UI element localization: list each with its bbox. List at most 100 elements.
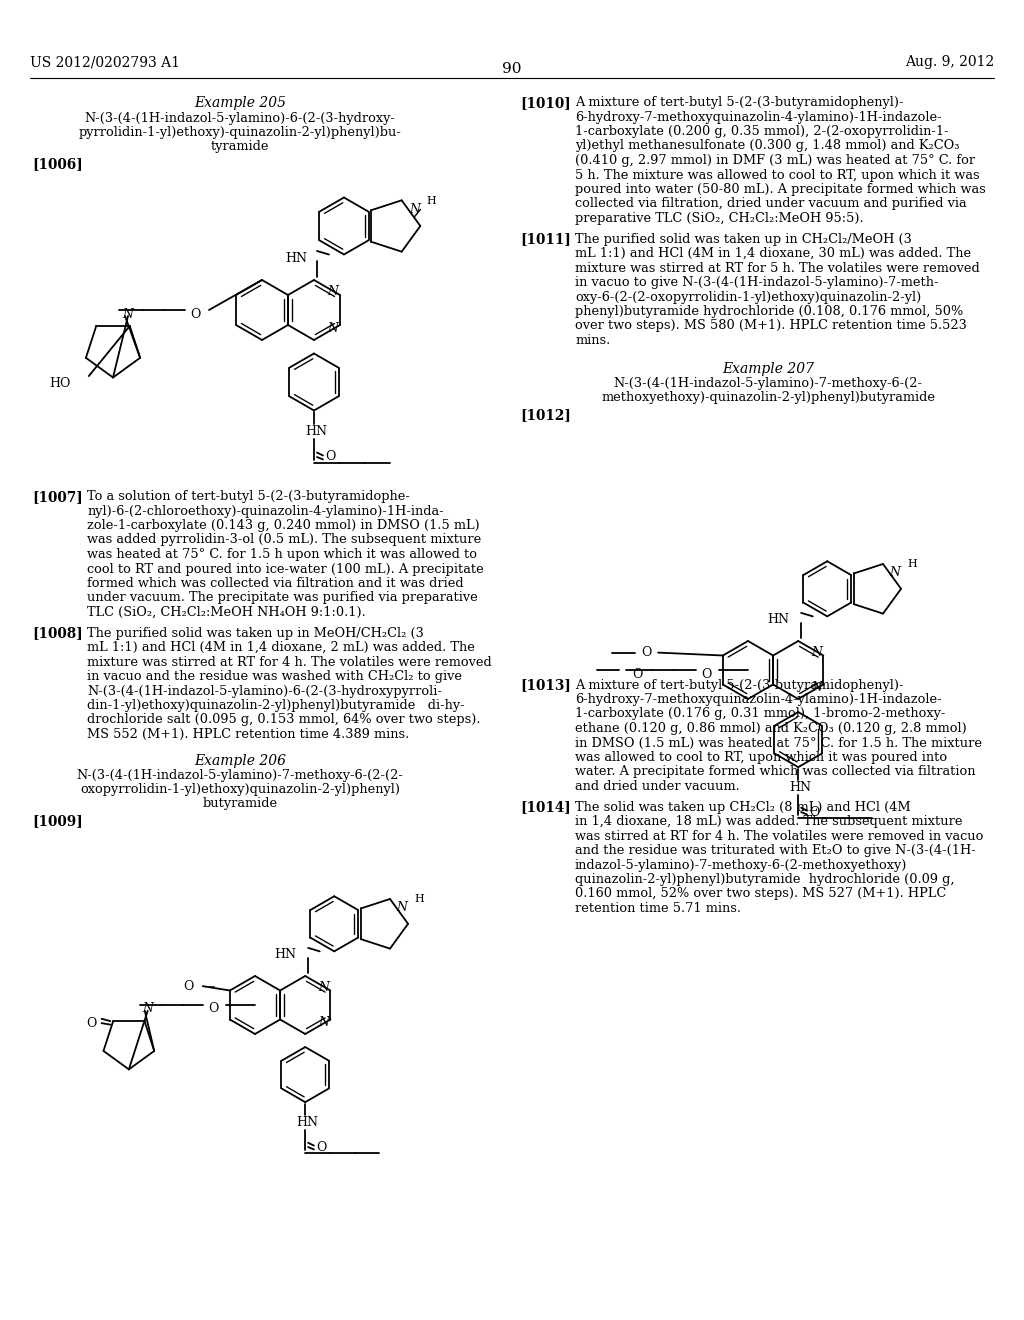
Text: O: O xyxy=(326,450,336,463)
Text: oxy-6-(2-(2-oxopyrrolidin-1-yl)ethoxy)quinazolin-2-yl): oxy-6-(2-(2-oxopyrrolidin-1-yl)ethoxy)qu… xyxy=(575,290,922,304)
Text: HN: HN xyxy=(285,252,307,265)
Text: pyrrolidin-1-yl)ethoxy)-quinazolin-2-yl)phenyl)bu-: pyrrolidin-1-yl)ethoxy)-quinazolin-2-yl)… xyxy=(79,125,401,139)
Text: Aug. 9, 2012: Aug. 9, 2012 xyxy=(905,55,994,69)
Text: TLC (SiO₂, CH₂Cl₂:MeOH NH₄OH 9:1:0.1).: TLC (SiO₂, CH₂Cl₂:MeOH NH₄OH 9:1:0.1). xyxy=(87,606,366,619)
Text: nyl)-6-(2-chloroethoxy)-quinazolin-4-ylamino)-1H-inda-: nyl)-6-(2-chloroethoxy)-quinazolin-4-yla… xyxy=(87,504,443,517)
Text: N: N xyxy=(890,566,901,579)
Text: HN: HN xyxy=(274,948,296,961)
Text: The purified solid was taken up in CH₂Cl₂/MeOH (3: The purified solid was taken up in CH₂Cl… xyxy=(575,232,912,246)
Text: N: N xyxy=(396,902,408,915)
Text: indazol-5-ylamino)-7-methoxy-6-(2-methoxyethoxy): indazol-5-ylamino)-7-methoxy-6-(2-methox… xyxy=(575,858,907,871)
Text: cool to RT and poured into ice-water (100 mL). A precipitate: cool to RT and poured into ice-water (10… xyxy=(87,562,483,576)
Text: N-(3-(4-(1H-indazol-5-ylamino)-6-(2-(3-hydroxy-: N-(3-(4-(1H-indazol-5-ylamino)-6-(2-(3-h… xyxy=(85,112,395,125)
Text: Example 207: Example 207 xyxy=(722,363,814,376)
Text: N: N xyxy=(318,981,330,994)
Text: O: O xyxy=(809,805,819,818)
Text: The solid was taken up CH₂Cl₂ (8 mL) and HCl (4M: The solid was taken up CH₂Cl₂ (8 mL) and… xyxy=(575,800,910,813)
Text: mL 1:1) and HCl (4M in 1,4 dioxane, 2 mL) was added. The: mL 1:1) and HCl (4M in 1,4 dioxane, 2 mL… xyxy=(87,642,475,653)
Text: N-(3-(4-(1H-indazol-5-ylamino)-7-methoxy-6-(2-(2-: N-(3-(4-(1H-indazol-5-ylamino)-7-methoxy… xyxy=(77,770,403,783)
Text: drochloride salt (0.095 g, 0.153 mmol, 64% over two steps).: drochloride salt (0.095 g, 0.153 mmol, 6… xyxy=(87,714,480,726)
Text: HN: HN xyxy=(296,1115,318,1129)
Text: 90: 90 xyxy=(502,62,522,77)
Text: A mixture of tert-butyl 5-(2-(3-butyramidophenyl)-: A mixture of tert-butyl 5-(2-(3-butyrami… xyxy=(575,96,903,110)
Text: N: N xyxy=(409,203,420,216)
Text: methoxyethoxy)-quinazolin-2-yl)phenyl)butyramide: methoxyethoxy)-quinazolin-2-yl)phenyl)bu… xyxy=(601,392,935,404)
Text: butyramide: butyramide xyxy=(203,797,278,810)
Text: phenyl)butyramide hydrochloride (0.108, 0.176 mmol, 50%: phenyl)butyramide hydrochloride (0.108, … xyxy=(575,305,964,318)
Text: [1007]: [1007] xyxy=(32,490,83,504)
Text: 6-hydroxy-7-methoxyquinazolin-4-ylamino)-1H-indazole-: 6-hydroxy-7-methoxyquinazolin-4-ylamino)… xyxy=(575,693,942,706)
Text: N: N xyxy=(327,322,338,335)
Text: O: O xyxy=(190,308,201,321)
Text: 6-hydroxy-7-methoxyquinazolin-4-ylamino)-1H-indazole-: 6-hydroxy-7-methoxyquinazolin-4-ylamino)… xyxy=(575,111,942,124)
Text: O: O xyxy=(633,668,643,681)
Text: collected via filtration, dried under vacuum and purified via: collected via filtration, dried under va… xyxy=(575,198,967,210)
Text: was allowed to cool to RT, upon which it was poured into: was allowed to cool to RT, upon which it… xyxy=(575,751,947,764)
Text: in vacuo to give N-(3-(4-(1H-indazol-5-ylamino)-7-meth-: in vacuo to give N-(3-(4-(1H-indazol-5-y… xyxy=(575,276,939,289)
Text: The purified solid was taken up in MeOH/CH₂Cl₂ (3: The purified solid was taken up in MeOH/… xyxy=(87,627,424,639)
Text: in vacuo and the residue was washed with CH₂Cl₂ to give: in vacuo and the residue was washed with… xyxy=(87,671,462,682)
Text: HO: HO xyxy=(49,376,71,389)
Text: [1011]: [1011] xyxy=(520,232,570,247)
Text: HN: HN xyxy=(767,614,790,627)
Text: retention time 5.71 mins.: retention time 5.71 mins. xyxy=(575,902,741,915)
Text: O: O xyxy=(208,1002,218,1015)
Text: N: N xyxy=(812,681,822,694)
Text: water. A precipitate formed which was collected via filtration: water. A precipitate formed which was co… xyxy=(575,766,976,779)
Text: in DMSO (1.5 mL) was heated at 75° C. for 1.5 h. The mixture: in DMSO (1.5 mL) was heated at 75° C. fo… xyxy=(575,737,982,750)
Text: [1012]: [1012] xyxy=(520,408,570,422)
Text: and the residue was triturated with Et₂O to give N-(3-(4-(1H-: and the residue was triturated with Et₂O… xyxy=(575,843,976,857)
Text: formed which was collected via filtration and it was dried: formed which was collected via filtratio… xyxy=(87,577,464,590)
Text: N: N xyxy=(327,285,338,298)
Text: [1010]: [1010] xyxy=(520,96,570,110)
Text: US 2012/0202793 A1: US 2012/0202793 A1 xyxy=(30,55,180,69)
Text: [1008]: [1008] xyxy=(32,627,83,640)
Text: H: H xyxy=(907,560,918,569)
Text: N-(3-(4-(1H-indazol-5-ylamino)-7-methoxy-6-(2-: N-(3-(4-(1H-indazol-5-ylamino)-7-methoxy… xyxy=(613,378,923,391)
Text: and dried under vacuum.: and dried under vacuum. xyxy=(575,780,739,793)
Text: A mixture of tert-butyl 5-(2-(3-butyramidophenyl)-: A mixture of tert-butyl 5-(2-(3-butyrami… xyxy=(575,678,903,692)
Text: O: O xyxy=(316,1140,327,1154)
Text: N: N xyxy=(812,645,822,659)
Text: mins.: mins. xyxy=(575,334,610,347)
Text: HN: HN xyxy=(305,425,327,438)
Text: under vacuum. The precipitate was purified via preparative: under vacuum. The precipitate was purifi… xyxy=(87,591,478,605)
Text: in 1,4 dioxane, 18 mL) was added. The subsequent mixture: in 1,4 dioxane, 18 mL) was added. The su… xyxy=(575,814,963,828)
Text: 1-carboxylate (0.176 g, 0.31 mmol), 1-bromo-2-methoxy-: 1-carboxylate (0.176 g, 0.31 mmol), 1-br… xyxy=(575,708,945,721)
Text: yl)ethyl methanesulfonate (0.300 g, 1.48 mmol) and K₂CO₃: yl)ethyl methanesulfonate (0.300 g, 1.48… xyxy=(575,140,959,153)
Text: zole-1-carboxylate (0.143 g, 0.240 mmol) in DMSO (1.5 mL): zole-1-carboxylate (0.143 g, 0.240 mmol)… xyxy=(87,519,479,532)
Text: quinazolin-2-yl)phenyl)butyramide  hydrochloride (0.09 g,: quinazolin-2-yl)phenyl)butyramide hydroc… xyxy=(575,873,954,886)
Text: [1013]: [1013] xyxy=(520,678,570,693)
Text: preparative TLC (SiO₂, CH₂Cl₂:MeOH 95:5).: preparative TLC (SiO₂, CH₂Cl₂:MeOH 95:5)… xyxy=(575,213,863,224)
Text: (0.410 g, 2.97 mmol) in DMF (3 mL) was heated at 75° C. for: (0.410 g, 2.97 mmol) in DMF (3 mL) was h… xyxy=(575,154,975,168)
Text: 1-carboxylate (0.200 g, 0.35 mmol), 2-(2-oxopyrrolidin-1-: 1-carboxylate (0.200 g, 0.35 mmol), 2-(2… xyxy=(575,125,948,139)
Text: H: H xyxy=(415,894,425,904)
Text: over two steps). MS 580 (M+1). HPLC retention time 5.523: over two steps). MS 580 (M+1). HPLC rete… xyxy=(575,319,967,333)
Text: mL 1:1) and HCl (4M in 1,4 dioxane, 30 mL) was added. The: mL 1:1) and HCl (4M in 1,4 dioxane, 30 m… xyxy=(575,247,971,260)
Text: 5 h. The mixture was allowed to cool to RT, upon which it was: 5 h. The mixture was allowed to cool to … xyxy=(575,169,980,181)
Text: [1014]: [1014] xyxy=(520,800,570,814)
Text: N: N xyxy=(123,308,133,321)
Text: was heated at 75° C. for 1.5 h upon which it was allowed to: was heated at 75° C. for 1.5 h upon whic… xyxy=(87,548,477,561)
Text: N-(3-(4-(1H-indazol-5-ylamino)-6-(2-(3-hydroxypyrroli-: N-(3-(4-(1H-indazol-5-ylamino)-6-(2-(3-h… xyxy=(87,685,442,697)
Text: was stirred at RT for 4 h. The volatiles were removed in vacuo: was stirred at RT for 4 h. The volatiles… xyxy=(575,829,983,842)
Text: H: H xyxy=(426,195,435,206)
Text: MS 552 (M+1). HPLC retention time 4.389 mins.: MS 552 (M+1). HPLC retention time 4.389 … xyxy=(87,729,410,741)
Text: tyramide: tyramide xyxy=(211,140,269,153)
Text: Example 205: Example 205 xyxy=(194,96,286,110)
Text: O: O xyxy=(183,979,194,993)
Text: O: O xyxy=(641,645,651,659)
Text: HN: HN xyxy=(790,781,811,793)
Text: poured into water (50-80 mL). A precipitate formed which was: poured into water (50-80 mL). A precipit… xyxy=(575,183,986,195)
Text: –: – xyxy=(208,979,215,993)
Text: ethane (0.120 g, 0.86 mmol) and K₂CO₃ (0.120 g, 2.8 mmol): ethane (0.120 g, 0.86 mmol) and K₂CO₃ (0… xyxy=(575,722,967,735)
Text: Example 206: Example 206 xyxy=(194,755,286,768)
Text: [1009]: [1009] xyxy=(32,814,83,829)
Text: N: N xyxy=(142,1002,154,1015)
Text: oxopyrrolidin-1-yl)ethoxy)quinazolin-2-yl)phenyl): oxopyrrolidin-1-yl)ethoxy)quinazolin-2-y… xyxy=(80,784,400,796)
Text: din-1-yl)ethoxy)quinazolin-2-yl)phenyl)butyramide   di-hy-: din-1-yl)ethoxy)quinazolin-2-yl)phenyl)b… xyxy=(87,700,465,711)
Text: mixture was stirred at RT for 4 h. The volatiles were removed: mixture was stirred at RT for 4 h. The v… xyxy=(87,656,492,668)
Text: [1006]: [1006] xyxy=(32,157,83,172)
Text: O: O xyxy=(700,668,711,681)
Text: O: O xyxy=(86,1016,96,1030)
